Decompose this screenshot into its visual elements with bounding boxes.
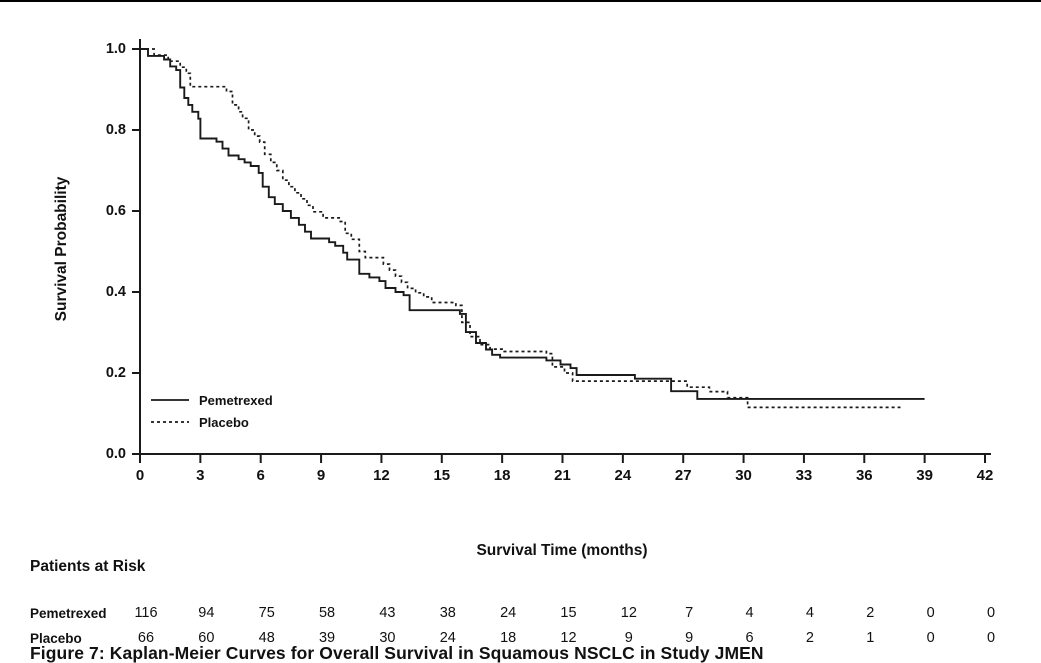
legend-label: Pemetrexed — [199, 392, 273, 408]
x-tick-label: 36 — [855, 467, 873, 484]
legend-label: Placebo — [199, 414, 249, 430]
solid-line-sample-icon — [151, 399, 189, 401]
y-tick-label: 0.6 — [105, 203, 126, 219]
x-tick-label: 27 — [674, 467, 692, 484]
x-tick-label: 21 — [554, 467, 571, 484]
x-tick-label: 12 — [373, 467, 390, 484]
risk-count: 24 — [439, 630, 456, 646]
dotted-line-sample-icon — [151, 421, 189, 423]
risk-count: 7 — [685, 605, 694, 621]
risk-count: 18 — [500, 630, 517, 646]
x-tick-label: 33 — [795, 467, 813, 484]
risk-count: 15 — [560, 605, 577, 621]
legend-entry-pemetrexed: Pemetrexed — [150, 389, 273, 411]
x-tick-label: 9 — [316, 467, 326, 484]
risk-count: 0 — [926, 605, 935, 621]
risk-count: 38 — [439, 605, 456, 621]
km-curve-placebo — [140, 48, 901, 409]
risk-count: 43 — [379, 605, 396, 621]
patients-at-risk-title: Patients at Risk — [30, 558, 146, 575]
figure-caption: Figure 7: Kaplan-Meier Curves for Overal… — [30, 643, 764, 663]
risk-count: 94 — [198, 605, 215, 621]
risk-count: 1 — [866, 630, 875, 646]
risk-count: 66 — [137, 630, 155, 646]
risk-count: 60 — [198, 630, 215, 646]
risk-count: 2 — [805, 630, 814, 646]
risk-count: 48 — [258, 630, 275, 646]
risk-count: 30 — [379, 630, 396, 646]
y-tick-label: 0.4 — [105, 284, 126, 300]
risk-count: 24 — [500, 605, 517, 621]
y-tick-label: 0.2 — [105, 365, 126, 381]
y-tick-label: 0.8 — [105, 122, 126, 138]
legend-entry-placebo: Placebo — [150, 411, 273, 433]
x-tick-label: 18 — [493, 467, 511, 484]
x-tick-label: 42 — [976, 467, 994, 484]
risk-count: 75 — [258, 605, 275, 621]
x-tick-label: 24 — [614, 467, 632, 484]
risk-count: 9 — [624, 630, 633, 646]
risk-count: 4 — [805, 605, 814, 621]
legend: Pemetrexed Placebo — [150, 389, 273, 433]
km-curve-pemetrexed — [140, 48, 925, 400]
risk-count: 12 — [620, 605, 637, 621]
risk-count: 6 — [745, 630, 754, 646]
x-tick-label: 30 — [735, 467, 752, 484]
risk-row-label-pemetrexed: Pemetrexed — [30, 606, 107, 621]
risk-count: 39 — [318, 630, 336, 646]
risk-count: 9 — [685, 630, 694, 646]
risk-count: 0 — [926, 630, 935, 646]
x-tick-label: 6 — [256, 467, 265, 484]
risk-count: 58 — [318, 605, 336, 621]
risk-count: 116 — [134, 605, 158, 621]
risk-count: 0 — [986, 605, 996, 621]
x-tick-label: 3 — [196, 467, 205, 484]
x-axis-title: Survival Time (months) — [476, 542, 648, 559]
risk-count: 0 — [986, 630, 996, 646]
x-tick-label: 0 — [135, 467, 145, 484]
risk-count: 4 — [745, 605, 754, 621]
y-tick-label: 1.0 — [105, 41, 126, 57]
y-tick-label: 0.0 — [105, 446, 126, 462]
x-tick-label: 39 — [916, 467, 933, 484]
risk-count: 2 — [866, 605, 875, 621]
risk-row-label-placebo: Placebo — [30, 631, 82, 646]
y-axis-title: Survival Probability — [53, 176, 70, 322]
x-tick-label: 15 — [433, 467, 451, 484]
risk-count: 12 — [560, 630, 577, 646]
